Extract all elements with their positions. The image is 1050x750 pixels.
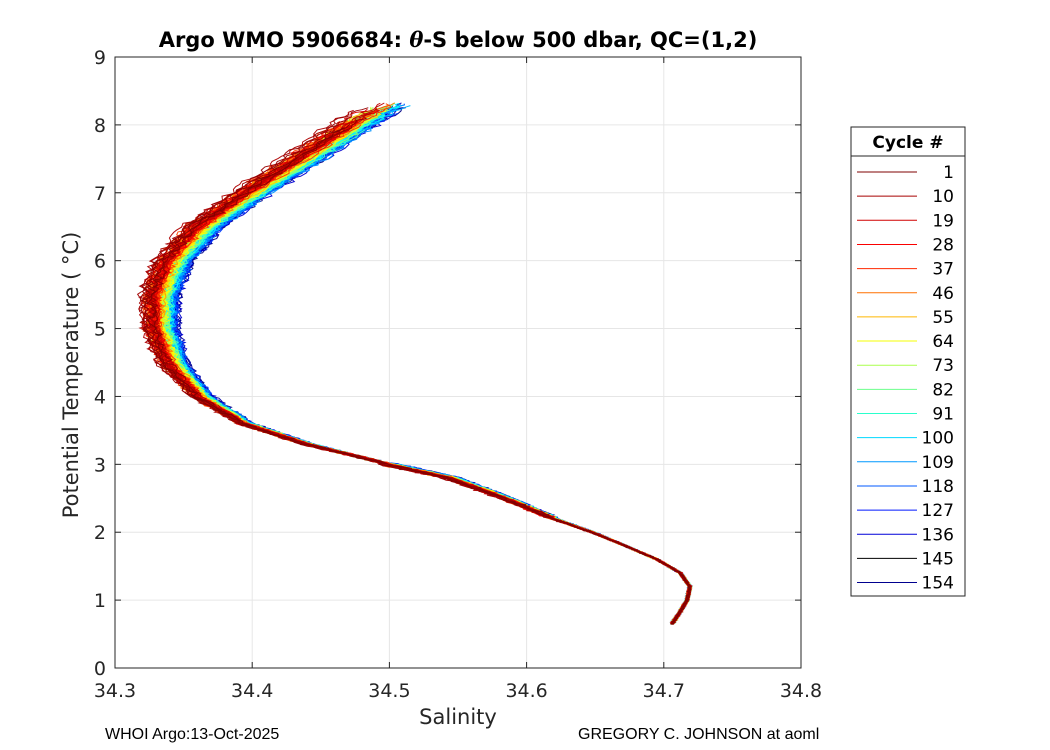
- legend-label-145: 145: [922, 549, 954, 569]
- legend-label-28: 28: [932, 235, 954, 255]
- x-tick-label: 34.6: [505, 680, 547, 702]
- legend-label-109: 109: [922, 453, 954, 473]
- plot-area: [115, 57, 801, 668]
- legend-label-154: 154: [922, 574, 954, 594]
- legend-label-100: 100: [922, 429, 954, 449]
- y-tick-label: 2: [94, 522, 106, 544]
- legend-label-55: 55: [932, 308, 954, 328]
- legend-label-46: 46: [932, 284, 954, 304]
- y-tick-label: 8: [94, 115, 106, 137]
- x-axis-ticks: 34.3 34.4 34.5 34.6 34.7 34.8: [94, 57, 822, 702]
- chart-title-symbol: θ: [409, 27, 423, 52]
- footer-left: WHOI Argo:13-Oct-2025: [105, 726, 280, 743]
- plot-border: [114, 56, 802, 669]
- x-axis-label: Salinity: [419, 705, 497, 729]
- legend-label-37: 37: [932, 260, 954, 280]
- y-tick-label: 4: [94, 386, 106, 408]
- grid-lines: [114, 56, 802, 669]
- legend-title: Cycle #: [872, 133, 943, 153]
- chart-title-suffix: -S below 500 dbar, QC=(1,2): [423, 28, 757, 52]
- legend-label-91: 91: [932, 405, 954, 425]
- legend-label-82: 82: [932, 380, 954, 400]
- legend-label-136: 136: [922, 525, 954, 545]
- legend-label-118: 118: [922, 477, 954, 497]
- legend-label-127: 127: [922, 501, 954, 521]
- profile-lines: [136, 102, 694, 626]
- y-tick-label: 9: [94, 47, 106, 69]
- legend-label-1: 1: [943, 163, 954, 183]
- footer-right: GREGORY C. JOHNSON at aoml: [578, 726, 820, 743]
- y-tick-label: 5: [94, 319, 106, 341]
- y-tick-label: 1: [94, 590, 106, 612]
- legend-box: [850, 126, 966, 597]
- x-tick-label: 34.4: [231, 680, 273, 702]
- y-axis-ticks: 0 1 2 3 4 5 6 7 8 9: [94, 47, 801, 680]
- x-tick-label: 34.8: [780, 680, 822, 702]
- y-tick-label: 3: [94, 454, 106, 476]
- profile-line-cycle-154: [146, 127, 692, 625]
- chart-title: Argo WMO 5906684: θ-S below 500 dbar, QC…: [159, 27, 758, 52]
- x-tick-label: 34.3: [94, 680, 136, 702]
- legend: Cycle # 1 10 19 28 37 46 55 64 73 82 91 100 109 118 12…: [850, 126, 966, 597]
- legend-items: 1 10 19 28 37 46 55 64 73 82 91 100 109 118 127 136 145 1…: [857, 163, 954, 594]
- legend-label-73: 73: [932, 356, 954, 376]
- x-tick-label: 34.5: [368, 680, 410, 702]
- legend-label-10: 10: [932, 187, 954, 207]
- legend-label-19: 19: [932, 211, 954, 231]
- y-tick-label: 6: [94, 251, 106, 273]
- x-tick-label: 34.7: [643, 680, 685, 702]
- legend-label-64: 64: [932, 332, 954, 352]
- y-tick-label: 0: [94, 658, 106, 680]
- y-tick-label: 7: [94, 183, 106, 205]
- y-axis-label: Potential Temperature ( °C): [59, 232, 83, 519]
- chart-title-prefix: Argo WMO 5906684:: [159, 28, 410, 52]
